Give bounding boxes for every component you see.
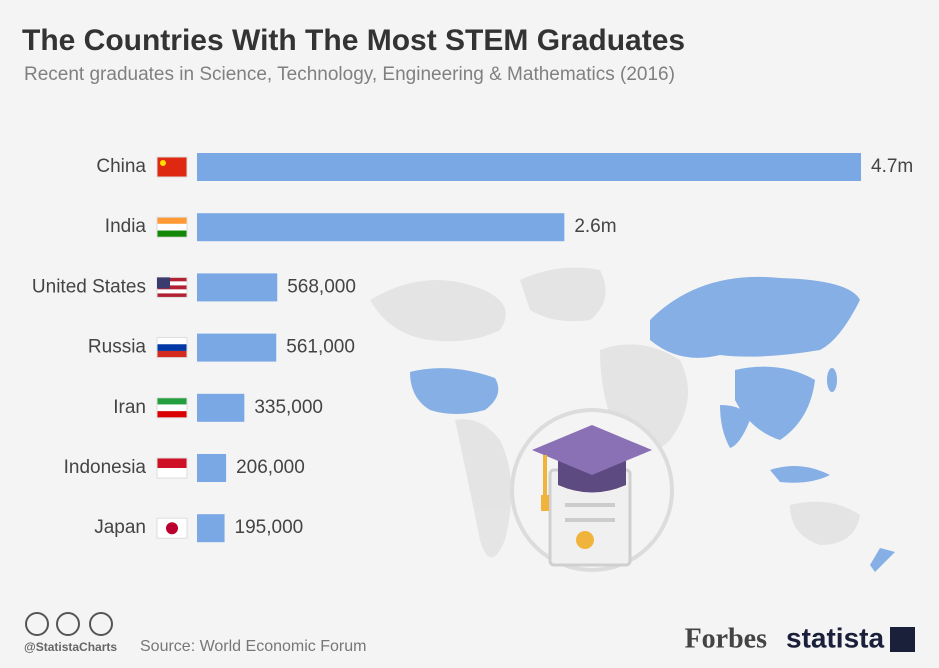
- flag: [157, 277, 170, 289]
- flag-border: [156, 337, 188, 359]
- flag-border: [156, 156, 188, 178]
- source: Source: World Economic Forum: [140, 638, 366, 655]
- flag-border: [156, 457, 188, 479]
- category-label: Iran: [113, 397, 146, 418]
- value-label: 206,000: [236, 457, 305, 478]
- flag: [157, 458, 187, 468]
- bar: [197, 153, 861, 181]
- statista-mark: [890, 627, 915, 652]
- flag: [157, 468, 187, 478]
- flag: [157, 411, 187, 418]
- bar: [197, 333, 277, 362]
- flag: [157, 281, 187, 286]
- value-label: 561,000: [286, 337, 355, 358]
- flag: [166, 522, 178, 535]
- category-label: Indonesia: [64, 457, 147, 478]
- flag: [157, 404, 187, 412]
- bar: [197, 213, 565, 242]
- category-label: United States: [32, 276, 146, 297]
- bar: [197, 454, 227, 482]
- flag-border: [156, 397, 188, 419]
- flag-border: [156, 517, 188, 539]
- credit: @StatistaCharts: [24, 640, 117, 654]
- statista-logo: statista: [786, 622, 884, 653]
- value-label: 2.6m: [574, 216, 616, 237]
- flag: [157, 350, 187, 358]
- world-map: [370, 267, 895, 572]
- chart-subtitle: Recent graduates in Science, Technology,…: [24, 64, 675, 85]
- graduation-icon: [510, 408, 674, 572]
- value-label: 335,000: [254, 397, 323, 418]
- cc-icons: [25, 612, 113, 636]
- flag: [157, 344, 187, 351]
- bar: [197, 514, 225, 543]
- flag: [157, 223, 187, 231]
- flag: [157, 157, 187, 177]
- bar: [197, 273, 278, 302]
- category-label: India: [105, 216, 147, 237]
- category-label: China: [96, 156, 146, 177]
- flag: [160, 160, 166, 166]
- category-label: Russia: [88, 337, 147, 358]
- flag: [157, 397, 187, 405]
- bar: [197, 393, 245, 422]
- value-label: 4.7m: [871, 156, 913, 177]
- category-label: Japan: [94, 517, 146, 538]
- flag-border: [156, 216, 188, 238]
- chart-title: The Countries With The Most STEM Graduat…: [22, 24, 685, 57]
- flag: [157, 230, 187, 238]
- flag: [157, 285, 187, 290]
- value-label: 195,000: [235, 517, 304, 538]
- flag: [157, 337, 187, 345]
- flag: [157, 217, 187, 224]
- flag: [157, 289, 187, 294]
- flag: [157, 293, 187, 298]
- value-label: 568,000: [287, 276, 356, 297]
- flag: [157, 277, 187, 282]
- forbes-logo: Forbes: [685, 623, 768, 654]
